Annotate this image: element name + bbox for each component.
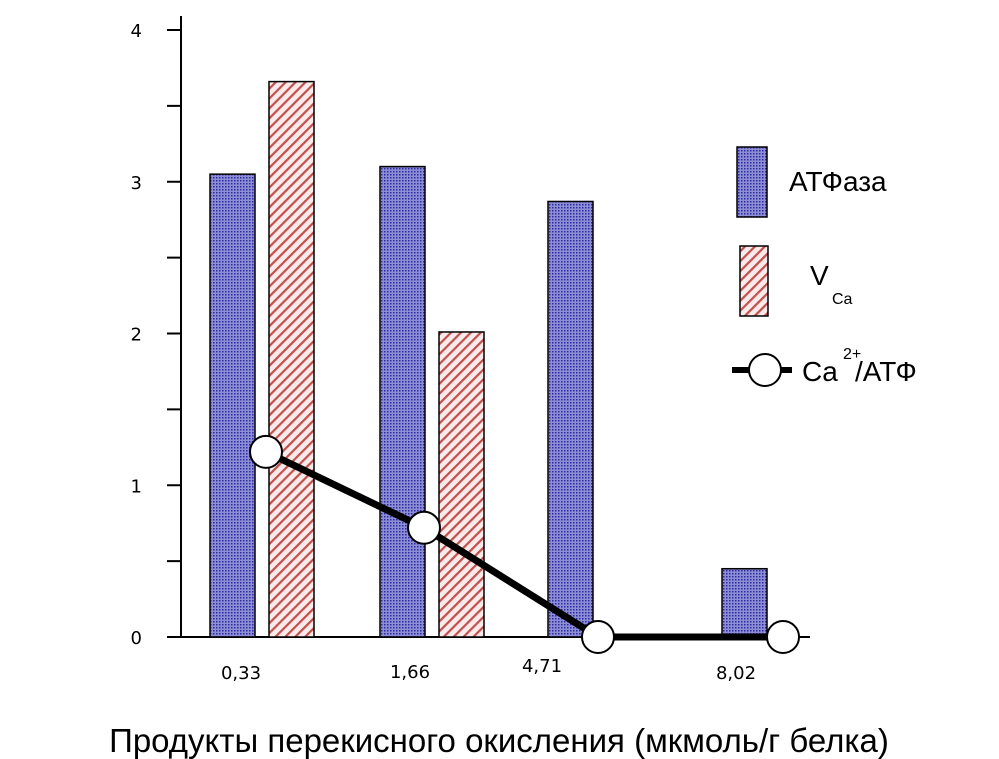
y-tick-label: 2: [131, 325, 142, 346]
ca-atp-marker: [407, 510, 441, 545]
ca-atp-line: [264, 448, 783, 641]
bar-atpase: [721, 567, 768, 638]
bar-atpase: [379, 165, 426, 638]
bar-vca: [438, 331, 485, 638]
ca-atp-marker: [249, 434, 283, 469]
legend-label-vca: V: [810, 260, 829, 291]
y-tick-label: 3: [131, 173, 142, 194]
legend-swatch-atpase: [736, 146, 768, 218]
ca-atp-marker: [766, 620, 800, 654]
y-tick-label: 1: [131, 476, 142, 497]
y-tick-label: 0: [131, 628, 142, 649]
legend-label-atpase: АТФаза: [789, 166, 887, 197]
bar-vca: [268, 80, 315, 638]
x-tick-label: 0,33: [221, 663, 261, 684]
x-tick-label: 4,71: [522, 656, 562, 677]
x-tick-label: 8,02: [716, 663, 756, 684]
line-series: [249, 434, 800, 654]
x-axis-title: Продукты перекисного окисления (мкмоль/г…: [109, 722, 889, 759]
x-tick-labels: 0,33 1,66 4,71 8,02: [221, 656, 756, 684]
legend-label-ca-atp-suffix: /АТФ: [855, 356, 917, 387]
y-tick-label: 4: [131, 21, 142, 42]
ca-atp-marker: [581, 620, 615, 654]
bar-atpase: [209, 173, 256, 638]
bars: [209, 80, 768, 638]
legend-label-ca-atp: Ca: [802, 356, 838, 387]
legend-swatch-vca: [739, 245, 769, 317]
legend-label-ca-atp-sup: 2+: [843, 346, 861, 363]
legend-marker-sample: [748, 353, 782, 387]
legend-label-vca-sub: Ca: [832, 291, 853, 308]
legend: АТФаза V Ca Ca 2+ /АТФ: [732, 146, 917, 387]
bar-atpase: [547, 200, 594, 638]
x-tick-label: 1,66: [390, 662, 430, 683]
